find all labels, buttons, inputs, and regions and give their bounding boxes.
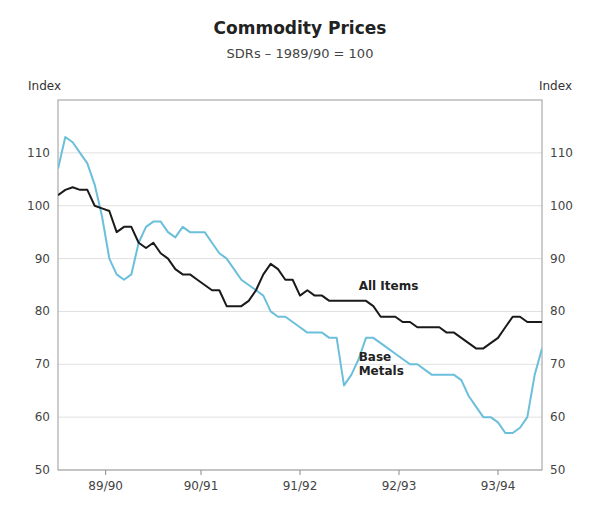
subtitle: SDRs – 1989/90 = 100 <box>227 46 374 61</box>
x-tick <box>498 470 499 475</box>
x-tick <box>201 470 202 475</box>
x-tick-label: 93/94 <box>481 479 516 493</box>
y-tick-label: 60 <box>35 410 50 424</box>
grid-line <box>58 311 542 312</box>
y2-tick-label: 110 <box>550 146 573 160</box>
annotation-line: Base <box>359 350 392 364</box>
grid-line <box>58 205 542 206</box>
x-tick <box>399 470 400 475</box>
grid-line <box>58 152 542 153</box>
y-tick-label: 50 <box>35 463 50 477</box>
grid-line <box>58 364 542 365</box>
y2-axis-label: Index <box>539 79 572 93</box>
grid-line <box>58 417 542 418</box>
plot-frame <box>58 100 542 470</box>
plot-area <box>58 137 542 433</box>
annotation-line: Metals <box>359 364 404 378</box>
x-tick <box>300 470 301 475</box>
series-line <box>58 137 542 433</box>
y-tick-label: 90 <box>35 252 50 266</box>
annotation: BaseMetals <box>359 350 404 378</box>
y-tick-label: 80 <box>35 304 50 318</box>
y2-tick-label: 70 <box>550 357 565 371</box>
x-tick-label: 92/93 <box>382 479 417 493</box>
y-tick-label: 70 <box>35 357 50 371</box>
grid-line <box>58 258 542 259</box>
x-tick-label: 89/90 <box>88 479 123 493</box>
y-axis-label: Index <box>28 79 61 93</box>
x-tick <box>105 470 106 475</box>
y2-tick-label: 100 <box>550 199 573 213</box>
annotation-line: All Items <box>359 279 419 293</box>
series-line <box>58 187 542 348</box>
x-tick-label: 90/91 <box>184 479 219 493</box>
x-tick-label: 91/92 <box>283 479 318 493</box>
y2-tick-label: 60 <box>550 410 565 424</box>
y-tick-label: 100 <box>27 199 50 213</box>
y2-tick-label: 80 <box>550 304 565 318</box>
chart: Commodity Prices SDRs – 1989/90 = 100 Inde… <box>0 0 600 529</box>
annotation: All Items <box>359 279 419 293</box>
y2-tick-label: 90 <box>550 252 565 266</box>
title: Commodity Prices <box>214 18 387 38</box>
y-tick-label: 110 <box>27 146 50 160</box>
y2-tick-label: 50 <box>550 463 565 477</box>
